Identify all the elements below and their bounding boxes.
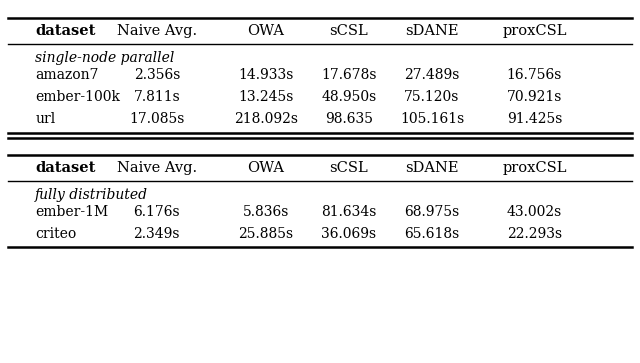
Text: proxCSL: proxCSL [502,161,566,175]
Text: 17.678s: 17.678s [321,68,376,82]
Text: 75.120s: 75.120s [404,90,460,104]
Text: 16.756s: 16.756s [507,68,562,82]
Text: 70.921s: 70.921s [507,90,562,104]
Text: 68.975s: 68.975s [404,205,460,219]
Text: 13.245s: 13.245s [238,90,293,104]
Text: 105.161s: 105.161s [400,112,464,126]
Text: 17.085s: 17.085s [129,112,184,126]
Text: 14.933s: 14.933s [238,68,293,82]
Text: 25.885s: 25.885s [238,227,293,241]
Text: 91.425s: 91.425s [507,112,562,126]
Text: ember-1M: ember-1M [35,205,108,219]
Text: 2.349s: 2.349s [134,227,180,241]
Text: criteo: criteo [35,227,76,241]
Text: sDANE: sDANE [405,24,459,38]
Text: Naive Avg.: Naive Avg. [116,24,197,38]
Text: proxCSL: proxCSL [502,24,566,38]
Text: 48.950s: 48.950s [321,90,376,104]
Text: single-node parallel: single-node parallel [35,51,175,65]
Text: 5.836s: 5.836s [243,205,289,219]
Text: 43.002s: 43.002s [507,205,562,219]
Text: dataset: dataset [35,161,95,175]
Text: sCSL: sCSL [330,24,368,38]
Text: 27.489s: 27.489s [404,68,460,82]
Text: 218.092s: 218.092s [234,112,298,126]
Text: ember-100k: ember-100k [35,90,120,104]
Text: OWA: OWA [247,161,284,175]
Text: 7.811s: 7.811s [133,90,180,104]
Text: sCSL: sCSL [330,161,368,175]
Text: Naive Avg.: Naive Avg. [116,161,197,175]
Text: sDANE: sDANE [405,161,459,175]
Text: url: url [35,112,56,126]
Text: fully distributed: fully distributed [35,188,148,202]
Text: 81.634s: 81.634s [321,205,376,219]
Text: dataset: dataset [35,24,95,38]
Text: 22.293s: 22.293s [507,227,562,241]
Text: OWA: OWA [247,24,284,38]
Text: 36.069s: 36.069s [321,227,376,241]
Text: amazon7: amazon7 [35,68,99,82]
Text: 6.176s: 6.176s [134,205,180,219]
Text: 98.635: 98.635 [325,112,372,126]
Text: 2.356s: 2.356s [134,68,180,82]
Text: 65.618s: 65.618s [404,227,460,241]
